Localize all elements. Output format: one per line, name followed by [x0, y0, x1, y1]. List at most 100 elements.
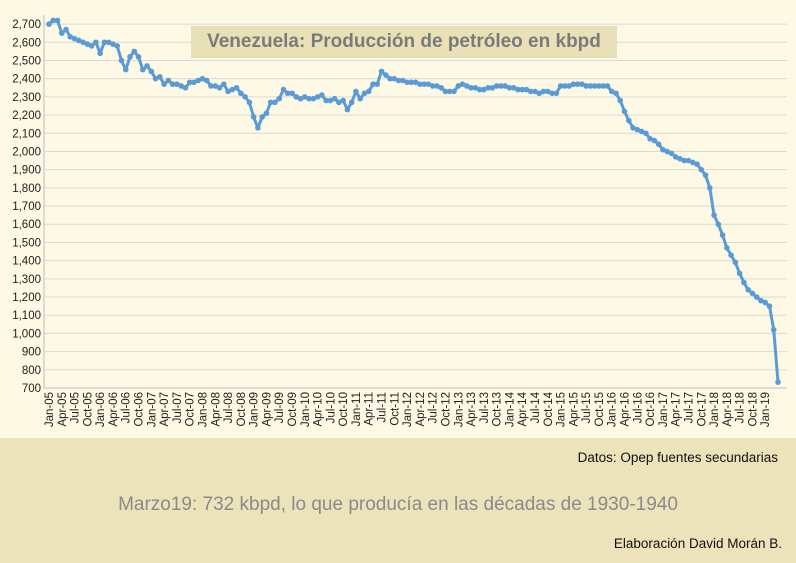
- data-point: [101, 39, 108, 46]
- data-point: [118, 57, 125, 64]
- x-tick-label: Oct-06: [134, 392, 146, 427]
- x-tick-label: Jan-13: [453, 392, 465, 427]
- x-tick-label: Jan-06: [95, 392, 107, 427]
- data-point: [54, 17, 61, 24]
- x-tick-label: Jan-17: [658, 392, 670, 427]
- data-point: [152, 75, 159, 82]
- data-point: [438, 84, 445, 91]
- y-tick-label: 2,300: [12, 92, 41, 104]
- data-point: [506, 84, 513, 91]
- x-tick-label: Jul-05: [70, 392, 82, 423]
- x-tick-label: Jan-16: [607, 392, 619, 427]
- y-tick-label: 700: [22, 383, 41, 395]
- data-point: [617, 97, 624, 104]
- data-point: [208, 83, 214, 89]
- data-point: [702, 172, 709, 178]
- data-point: [706, 185, 713, 191]
- data-point: [677, 155, 683, 162]
- chart-title-box: Venezuela: Producción de petróleo en kbp…: [191, 26, 617, 58]
- data-point: [634, 126, 641, 133]
- data-point: [353, 88, 359, 95]
- data-point: [395, 77, 402, 84]
- data-point: [566, 83, 572, 89]
- data-point: [417, 81, 423, 87]
- data-point: [229, 86, 236, 93]
- data-point: [58, 30, 65, 36]
- data-point: [724, 245, 730, 251]
- data-point: [698, 166, 705, 173]
- data-point: [498, 83, 504, 89]
- y-tick-label: 1,100: [12, 310, 41, 322]
- data-point: [255, 125, 261, 131]
- x-tick-label: Oct-07: [185, 392, 197, 427]
- data-point: [455, 83, 462, 89]
- data-point: [421, 81, 427, 87]
- data-point: [122, 66, 129, 73]
- x-tick-label: Jan-08: [197, 392, 209, 427]
- data-point: [557, 83, 564, 89]
- y-tick-label: 1,600: [12, 219, 41, 231]
- data-point: [489, 84, 496, 91]
- data-point: [638, 128, 645, 135]
- x-tick-label: Apr-12: [415, 392, 427, 427]
- data-point: [93, 39, 99, 46]
- data-point: [165, 77, 172, 84]
- data-point: [570, 81, 577, 87]
- data-point: [664, 148, 670, 155]
- data-point: [728, 252, 734, 258]
- x-tick-label: Oct-16: [645, 392, 657, 427]
- data-point: [745, 286, 751, 293]
- data-point: [84, 41, 91, 47]
- x-tick-label: Apr-10: [313, 392, 325, 427]
- data-point: [694, 161, 700, 167]
- x-tick-label: Jan-14: [504, 391, 516, 427]
- x-tick-label: Apr-09: [261, 392, 273, 427]
- data-point: [382, 72, 389, 78]
- x-tick-label: Oct-13: [492, 392, 504, 427]
- data-point: [434, 83, 440, 89]
- data-point: [293, 94, 300, 100]
- y-tick-label: 1,900: [12, 165, 41, 177]
- data-point: [71, 35, 78, 42]
- data-point: [732, 259, 739, 266]
- data-point: [114, 43, 121, 49]
- data-point: [284, 90, 291, 97]
- x-tick-label: Apr-15: [568, 392, 580, 427]
- data-point: [660, 146, 666, 153]
- data-point: [711, 212, 717, 218]
- data-point: [203, 77, 210, 84]
- data-point: [463, 83, 470, 89]
- data-point: [749, 290, 756, 297]
- data-point: [753, 294, 760, 300]
- x-tick-label: Oct-10: [338, 392, 350, 427]
- x-tick-label: Apr-05: [57, 392, 69, 427]
- y-tick-label: 2,400: [12, 74, 41, 86]
- data-point: [216, 84, 223, 91]
- data-point: [647, 135, 653, 142]
- data-point: [76, 37, 82, 44]
- data-point: [715, 221, 722, 228]
- x-tick-label: Apr-14: [517, 391, 529, 426]
- data-point: [608, 88, 615, 95]
- data-point: [220, 81, 227, 87]
- data-point: [88, 43, 95, 49]
- data-point: [242, 94, 248, 100]
- x-tick-label: Apr-07: [159, 392, 171, 427]
- data-point: [519, 86, 526, 93]
- data-point: [319, 92, 325, 98]
- plot-area: 700 800 900 1,000 1,100 1,200 1,300 1,400 1,500 1…: [0, 0, 796, 438]
- data-point: [485, 84, 491, 91]
- x-tick-label: Apr-08: [210, 392, 222, 427]
- y-tick-label: 1,300: [12, 274, 41, 286]
- data-point: [327, 97, 334, 104]
- x-tick-label: Apr-06: [108, 392, 120, 427]
- data-point: [97, 50, 103, 57]
- x-tick-label: Jan-18: [709, 392, 721, 427]
- data-point: [267, 99, 274, 106]
- data-point: [591, 83, 598, 89]
- x-tick-label: Jul-14: [530, 391, 542, 423]
- chart-title: Venezuela: Producción de petróleo en kbp…: [207, 31, 601, 52]
- data-point: [481, 86, 487, 93]
- data-point: [549, 90, 555, 97]
- data-point: [442, 88, 449, 95]
